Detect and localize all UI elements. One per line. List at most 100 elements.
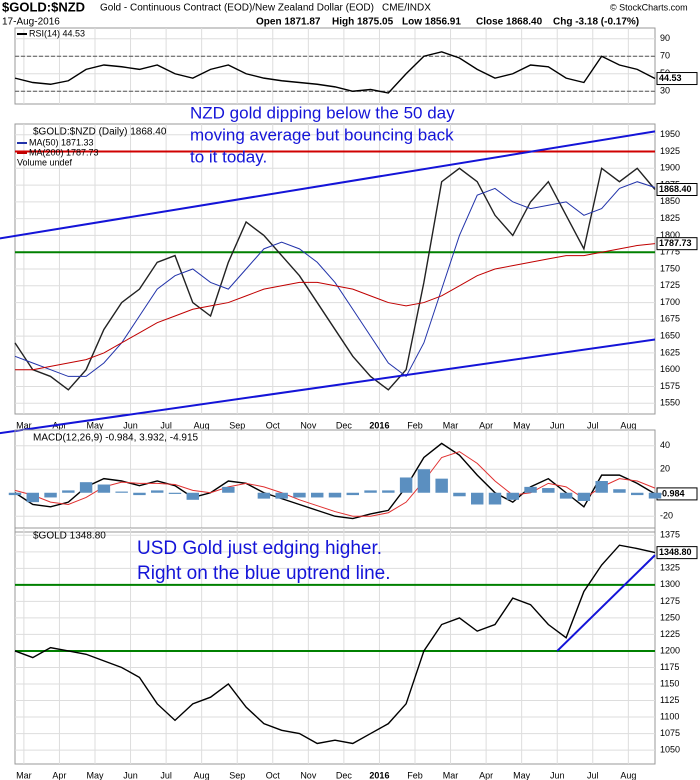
y-tick-label: 90 <box>660 33 670 43</box>
y-tick-label: 1125 <box>660 695 679 705</box>
histogram-bar <box>186 492 199 500</box>
x-tick-label: Jun <box>550 420 565 430</box>
y-tick-label: 1825 <box>660 213 680 223</box>
series-line <box>14 451 656 517</box>
histogram-bar <box>399 477 413 493</box>
open: Open 1871.87 <box>256 17 321 28</box>
change: Chg -3.18 (-0.17%) <box>553 17 639 28</box>
histogram-bar <box>79 482 93 493</box>
x-tick-label: Apr <box>52 770 66 780</box>
y-tick-label: 1775 <box>660 247 680 257</box>
y-tick-label: 1750 <box>660 263 680 273</box>
x-tick-label: Aug <box>620 420 636 430</box>
y-tick-label: 1575 <box>660 381 680 391</box>
x-tick-label: Dec <box>336 420 353 430</box>
legend-label: MA(200) 1787.73 <box>29 147 99 157</box>
annotation: moving average but bouncing back <box>190 125 454 144</box>
histogram-bar <box>293 492 306 498</box>
exchange: CME/INDX <box>382 3 431 14</box>
y-tick-label: 1275 <box>660 596 680 606</box>
x-tick-label: Feb <box>407 420 423 430</box>
y-tick-label: 1600 <box>660 364 680 374</box>
y-tick-label: 1850 <box>660 196 680 206</box>
histogram-bar <box>613 489 626 493</box>
y-tick-label: 1700 <box>660 297 680 307</box>
histogram-bar <box>311 492 324 498</box>
x-tick-label: Mar <box>16 420 32 430</box>
y-tick-label: 1625 <box>660 347 680 357</box>
x-tick-label: Mar <box>443 770 459 780</box>
y-tick-label: 20 <box>660 464 670 474</box>
source: © StockCharts.com <box>610 2 688 12</box>
y-tick-label: 1375 <box>660 530 680 540</box>
histogram-bar <box>133 492 146 496</box>
legend-label: Volume undef <box>17 157 73 167</box>
x-tick-label: Apr <box>479 420 493 430</box>
value-label: 44.53 <box>659 73 682 83</box>
x-tick-label: Nov <box>300 420 317 430</box>
histogram-bar <box>648 492 662 499</box>
histogram-bar <box>8 492 22 496</box>
series-line <box>14 544 656 745</box>
x-tick-label: Apr <box>479 770 493 780</box>
value-box <box>656 237 698 251</box>
histogram-bar <box>346 492 359 496</box>
x-tick-label: May <box>86 770 104 780</box>
y-tick-label: 1325 <box>660 563 680 573</box>
x-tick-label: Mar <box>16 770 32 780</box>
histogram-bar <box>471 492 484 505</box>
histogram-bar <box>417 469 431 493</box>
y-tick-label: 1250 <box>660 612 680 622</box>
x-tick-label: Oct <box>266 770 281 780</box>
x-tick-label: Jul <box>160 770 172 780</box>
y-tick-label: 70 <box>660 51 670 61</box>
x-tick-label: Aug <box>620 770 636 780</box>
x-tick-label: Dec <box>336 770 353 780</box>
series-line <box>15 243 656 371</box>
x-tick-label: Aug <box>194 420 210 430</box>
y-tick-label: 1800 <box>660 230 680 240</box>
y-tick-label: 1225 <box>660 629 680 639</box>
histogram-bar <box>364 490 377 493</box>
y-tick-label: 1900 <box>660 163 680 173</box>
histogram-bar <box>151 490 164 493</box>
y-tick-label: -20 <box>660 511 673 521</box>
y-tick-label: 1650 <box>660 331 680 341</box>
y-tick-label: 1300 <box>660 579 680 589</box>
value-label: 1348.80 <box>659 547 692 557</box>
annotation: Right on the blue uptrend line. <box>137 563 391 584</box>
series-line <box>14 442 656 520</box>
symbol: $GOLD:$NZD <box>2 0 85 14</box>
x-tick-label: May <box>513 770 531 780</box>
histogram-bar <box>542 488 555 493</box>
histogram-bar <box>26 492 39 503</box>
x-tick-label: Jun <box>123 420 138 430</box>
high: High 1875.05 <box>332 17 394 28</box>
y-tick-label: 1050 <box>660 744 680 754</box>
panel-title: MACD(12,26,9) -0.984, 3.932, -4.915 <box>33 433 199 444</box>
histogram-bar <box>328 492 342 498</box>
histogram-bar <box>115 491 128 493</box>
histogram-bar <box>382 490 395 493</box>
histogram-bar <box>453 492 466 497</box>
legend-label: RSI(14) 44.53 <box>29 28 85 38</box>
panel-frame <box>14 429 656 533</box>
histogram-bar <box>524 486 537 493</box>
histogram-bar <box>595 481 608 493</box>
histogram-bar <box>257 492 271 499</box>
y-tick-label: 1100 <box>660 711 679 721</box>
value-label: 1868.40 <box>659 184 692 194</box>
value-label: -0.984 <box>659 488 685 498</box>
y-tick-label: 1200 <box>660 645 680 655</box>
y-tick-label: 1725 <box>660 280 680 290</box>
y-tick-label: 1675 <box>660 314 680 324</box>
histogram-bar <box>275 492 288 499</box>
date: 17-Aug-2016 <box>2 17 60 28</box>
panel-frame <box>14 527 656 765</box>
x-tick-label: Aug <box>194 770 210 780</box>
y-tick-label: 1950 <box>660 129 680 139</box>
close: Close 1868.40 <box>476 17 543 28</box>
y-tick-label: 1175 <box>660 662 679 672</box>
annotation: to it today. <box>190 147 267 166</box>
